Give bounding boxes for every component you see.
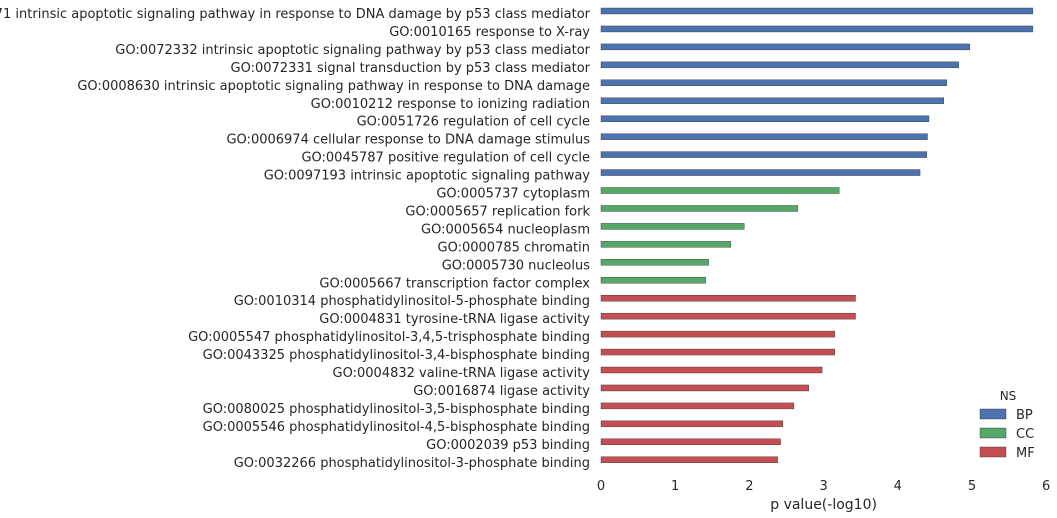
bar-mf-16 <box>600 295 856 302</box>
category-label: GO:0010165 response to X-ray <box>389 25 590 40</box>
category-label: GO:0005730 nucleolus <box>442 258 591 273</box>
bar-bp-4 <box>600 79 947 87</box>
legend-label-cc: CC <box>1016 427 1034 442</box>
legend: NS BP CC MF <box>979 389 1035 461</box>
category-label: GO:0005547 phosphatidylinositol-3,4,5-tr… <box>188 330 590 345</box>
bar-bp-0 <box>600 7 1034 15</box>
category-label: GO:0004831 tyrosine-tRNA ligase activity <box>319 312 590 327</box>
category-label: GO:0032266 phosphatidylinositol-3-phosph… <box>234 456 590 471</box>
bar-mf-21 <box>600 384 809 392</box>
x-tick-label: 3 <box>819 479 827 494</box>
category-label: GO:0002039 p53 binding <box>426 438 590 453</box>
category-label: GO:0006974 cellular response to DNA dama… <box>226 133 590 148</box>
legend-title: NS <box>1000 389 1017 403</box>
x-tick-label: 2 <box>745 479 753 494</box>
category-labels: GO:0042771 intrinsic apoptotic signaling… <box>0 7 591 471</box>
category-label: GO:0005737 cytoplasm <box>436 187 590 202</box>
x-tick-label: 1 <box>671 479 679 494</box>
category-label: GO:0004832 valine-tRNA ligase activity <box>333 366 591 381</box>
category-label: GO:0042771 intrinsic apoptotic signaling… <box>0 7 591 22</box>
bar-cc-14 <box>600 259 709 266</box>
bar-cc-15 <box>600 277 706 284</box>
category-label: GO:0097193 intrinsic apoptotic signaling… <box>264 169 591 184</box>
legend-swatch-cc <box>979 427 1007 439</box>
legend-swatch-mf <box>979 446 1007 458</box>
x-axis-ticks: 0 1 2 3 4 5 6 <box>597 479 1050 494</box>
bar-cc-12 <box>600 223 745 230</box>
bar-mf-17 <box>600 312 856 320</box>
bar-cc-10 <box>600 187 840 194</box>
bar-mf-18 <box>600 330 835 338</box>
legend-label-bp: BP <box>1016 408 1033 423</box>
category-label: GO:0072332 intrinsic apoptotic signaling… <box>115 43 590 58</box>
bar-bp-3 <box>600 61 959 69</box>
bar-mf-22 <box>600 402 795 410</box>
bar-bp-1 <box>600 25 1034 33</box>
bar-mf-25 <box>600 456 778 463</box>
category-label: GO:0010212 response to ionizing radiatio… <box>311 97 590 112</box>
bar-bp-7 <box>600 133 928 140</box>
x-tick-label: 0 <box>597 479 605 494</box>
x-axis-title: p value(-log10) <box>770 497 877 513</box>
category-label: GO:0051726 regulation of cell cycle <box>357 115 590 130</box>
bar-bp-8 <box>600 151 927 158</box>
x-tick-label: 4 <box>894 479 902 494</box>
category-label: GO:0072331 signal transduction by p53 cl… <box>231 61 591 76</box>
category-label: GO:0010314 phosphatidylinositol-5-phosph… <box>234 294 590 309</box>
bar-cc-11 <box>600 205 798 212</box>
category-label: GO:0080025 phosphatidylinositol-3,5-bisp… <box>203 402 590 417</box>
category-label: GO:0045787 positive regulation of cell c… <box>301 151 590 166</box>
category-label: GO:0005657 replication fork <box>405 204 590 219</box>
bars-group <box>600 7 1034 463</box>
category-label: GO:0043325 phosphatidylinositol-3,4-bisp… <box>203 348 590 363</box>
bar-bp-5 <box>600 97 945 104</box>
category-label: GO:0005546 phosphatidylinositol-4,5-bisp… <box>203 420 590 435</box>
bar-mf-24 <box>600 438 781 445</box>
bar-bp-2 <box>600 43 970 51</box>
bar-mf-23 <box>600 420 783 428</box>
category-label: GO:0008630 intrinsic apoptotic signaling… <box>77 79 590 94</box>
bar-mf-19 <box>600 348 835 356</box>
bar-bp-9 <box>600 169 921 176</box>
bar-bp-6 <box>600 115 930 122</box>
category-label: GO:0005667 transcription factor complex <box>319 276 590 291</box>
x-tick-label: 6 <box>1042 479 1050 494</box>
legend-label-mf: MF <box>1016 446 1035 461</box>
category-label: GO:0000785 chromatin <box>438 240 590 255</box>
category-label: GO:0005654 nucleoplasm <box>421 222 590 237</box>
x-tick-label: 5 <box>968 479 976 494</box>
bar-cc-13 <box>600 241 732 248</box>
category-label: GO:0016874 ligase activity <box>413 384 590 399</box>
legend-swatch-bp <box>979 408 1007 420</box>
bar-mf-20 <box>600 366 823 374</box>
